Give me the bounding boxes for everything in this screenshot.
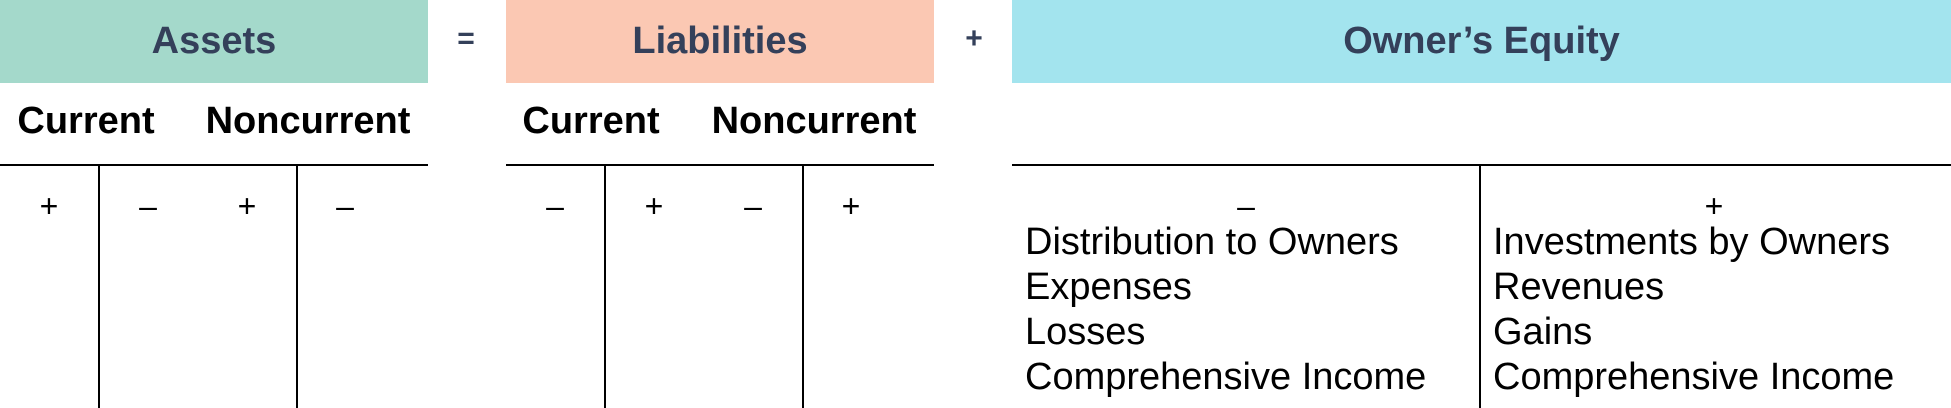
liabilities-noncurrent-credit-sign: + bbox=[841, 187, 861, 224]
equity-credit-list: Investments by Owners Revenues Gains Com… bbox=[1493, 220, 1894, 400]
liabilities-current-divider bbox=[604, 164, 606, 408]
list-item: Distribution to Owners bbox=[1025, 221, 1399, 263]
equity-debit-list: Distribution to Owners Expenses Losses C… bbox=[1025, 220, 1426, 400]
assets-noncurrent-label: Noncurrent bbox=[205, 99, 411, 142]
list-item: Comprehensive Income bbox=[1025, 356, 1427, 398]
liabilities-t-line bbox=[506, 164, 934, 166]
liabilities-header: Liabilities bbox=[506, 0, 934, 83]
liabilities-current-label: Current bbox=[522, 99, 660, 142]
equity-credit-sign: + bbox=[1704, 187, 1724, 224]
assets-noncurrent-debit-sign: + bbox=[237, 187, 257, 224]
list-item: Comprehensive Income bbox=[1493, 356, 1895, 398]
liabilities-noncurrent-divider bbox=[802, 164, 804, 408]
liabilities-current-credit-sign: + bbox=[644, 187, 664, 224]
equity-divider bbox=[1479, 164, 1481, 408]
liabilities-noncurrent-debit-sign: – bbox=[744, 187, 762, 224]
assets-current-divider bbox=[98, 164, 100, 408]
equals-sign: = bbox=[457, 22, 475, 55]
liabilities-current-debit-sign: – bbox=[546, 187, 564, 224]
list-item: Gains bbox=[1493, 311, 1593, 353]
assets-current-label: Current bbox=[17, 99, 155, 142]
assets-t-line bbox=[0, 164, 428, 166]
assets-current-credit-sign: – bbox=[139, 187, 157, 224]
list-item: Expenses bbox=[1025, 266, 1192, 308]
list-item: Losses bbox=[1025, 311, 1146, 353]
list-item: Investments by Owners bbox=[1493, 221, 1891, 263]
assets-current-debit-sign: + bbox=[39, 187, 59, 224]
assets-header: Assets bbox=[0, 0, 428, 83]
assets-noncurrent-divider bbox=[296, 164, 298, 408]
assets-noncurrent-credit-sign: – bbox=[336, 187, 354, 224]
owners-equity-header: Owner’s Equity bbox=[1012, 0, 1951, 83]
liabilities-noncurrent-label: Noncurrent bbox=[711, 99, 917, 142]
plus-sign: + bbox=[965, 22, 983, 55]
list-item: Revenues bbox=[1493, 266, 1665, 308]
equity-debit-sign: – bbox=[1237, 187, 1255, 224]
equity-t-line bbox=[1012, 164, 1951, 166]
